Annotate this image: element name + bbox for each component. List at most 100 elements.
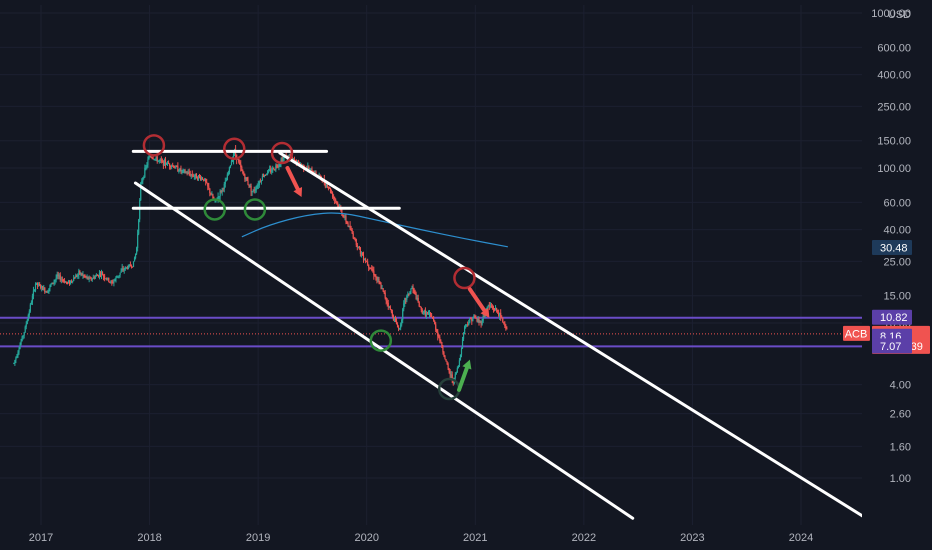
candle-body bbox=[60, 279, 62, 281]
candle-body bbox=[108, 277, 110, 282]
candle-body bbox=[64, 281, 67, 283]
horizontal-levels bbox=[0, 316, 862, 348]
candle-body bbox=[143, 176, 145, 179]
moving-average-line bbox=[241, 212, 508, 248]
candle-body bbox=[373, 270, 375, 276]
candle-body bbox=[366, 261, 368, 263]
candle-body bbox=[355, 239, 357, 245]
candle-body bbox=[113, 280, 115, 283]
candle-body bbox=[243, 173, 245, 176]
candle-body bbox=[183, 169, 185, 171]
candle-body bbox=[504, 322, 506, 327]
annotation-arrow-head[interactable] bbox=[293, 187, 303, 197]
annotation-arrow-head[interactable] bbox=[480, 307, 490, 318]
candle-body bbox=[162, 160, 165, 166]
candle-body bbox=[169, 163, 171, 167]
candle-body bbox=[89, 277, 91, 279]
candle-body bbox=[405, 298, 407, 300]
trendline[interactable] bbox=[278, 151, 868, 520]
candle-body bbox=[40, 285, 42, 289]
candle-body bbox=[309, 169, 311, 171]
candle-body bbox=[361, 253, 364, 256]
candle-body bbox=[327, 187, 330, 189]
price-axis-label: 1.60 bbox=[890, 441, 911, 453]
time-axis-panel[interactable] bbox=[0, 525, 932, 550]
annotation-circle[interactable] bbox=[369, 329, 393, 352]
candle-body bbox=[147, 159, 149, 166]
candle-body bbox=[20, 340, 22, 345]
candle-body bbox=[338, 204, 340, 208]
candle-body bbox=[124, 267, 126, 270]
candle-body bbox=[32, 290, 35, 297]
candle-body bbox=[329, 187, 332, 192]
candle-body bbox=[66, 282, 69, 284]
candle-body bbox=[413, 288, 415, 291]
candle-body bbox=[477, 319, 479, 321]
candle-body bbox=[229, 165, 232, 168]
annotation-circle[interactable] bbox=[223, 137, 246, 161]
candle-body bbox=[328, 187, 331, 189]
candle-body bbox=[152, 158, 154, 160]
candle-body bbox=[177, 166, 179, 172]
annotation-arrow-shaft[interactable] bbox=[285, 166, 301, 192]
candle-body bbox=[384, 292, 386, 298]
candle-body bbox=[191, 174, 193, 176]
candle-body bbox=[144, 167, 146, 177]
candle-body bbox=[146, 165, 148, 167]
candle-body bbox=[90, 278, 92, 280]
candle-body bbox=[202, 177, 204, 180]
candle-body bbox=[336, 201, 338, 204]
annotation-circle[interactable] bbox=[453, 266, 476, 290]
annotation-arrows[interactable] bbox=[285, 166, 490, 392]
candle-body bbox=[319, 175, 321, 177]
candle-body bbox=[462, 333, 465, 339]
candle-body bbox=[117, 276, 119, 278]
candle-body bbox=[107, 277, 109, 280]
candle-body bbox=[74, 277, 76, 279]
price-axis-panel[interactable] bbox=[862, 0, 932, 550]
candle-body bbox=[325, 184, 327, 187]
candle-body bbox=[207, 183, 209, 187]
candle-body bbox=[458, 360, 461, 366]
candle-body bbox=[432, 317, 434, 319]
candle-body bbox=[459, 354, 462, 361]
time-axis-label: 2017 bbox=[29, 532, 53, 544]
candle-body bbox=[52, 282, 54, 284]
candle-body bbox=[278, 164, 280, 167]
candle-body bbox=[140, 183, 142, 201]
annotation-arrow-shaft[interactable] bbox=[467, 287, 487, 314]
candle-body bbox=[159, 159, 161, 161]
candle-body bbox=[310, 168, 312, 170]
annotation-arrow-head[interactable] bbox=[462, 359, 472, 370]
candle-body bbox=[91, 278, 93, 280]
candle-body bbox=[120, 270, 122, 273]
time-axis-label: 2019 bbox=[246, 532, 270, 544]
candle-body bbox=[420, 307, 422, 310]
candle-body bbox=[275, 165, 277, 170]
candle-body bbox=[225, 180, 227, 182]
annotation-circle[interactable] bbox=[243, 198, 267, 221]
candle-body bbox=[451, 374, 453, 380]
candle-body bbox=[151, 157, 153, 159]
candle-body bbox=[478, 319, 480, 323]
candle-body bbox=[326, 184, 329, 188]
candle-body bbox=[434, 320, 436, 325]
candle-body bbox=[239, 161, 241, 165]
candle-body bbox=[351, 229, 353, 234]
candle-body bbox=[121, 268, 123, 271]
candle-body bbox=[190, 174, 192, 176]
candle-body bbox=[257, 185, 259, 187]
annotation-circle[interactable] bbox=[142, 134, 166, 157]
annotation-circle[interactable] bbox=[203, 198, 226, 221]
candle-body bbox=[230, 161, 233, 166]
candle-body bbox=[292, 158, 294, 160]
annotation-arrow-shaft[interactable] bbox=[457, 365, 470, 392]
candle-body bbox=[253, 189, 255, 191]
candle-body bbox=[446, 361, 448, 364]
candle-body bbox=[116, 276, 118, 278]
annotation-circles[interactable] bbox=[142, 134, 476, 401]
price-axis-label: 2.60 bbox=[890, 409, 911, 421]
annotation-circle[interactable] bbox=[270, 141, 294, 165]
